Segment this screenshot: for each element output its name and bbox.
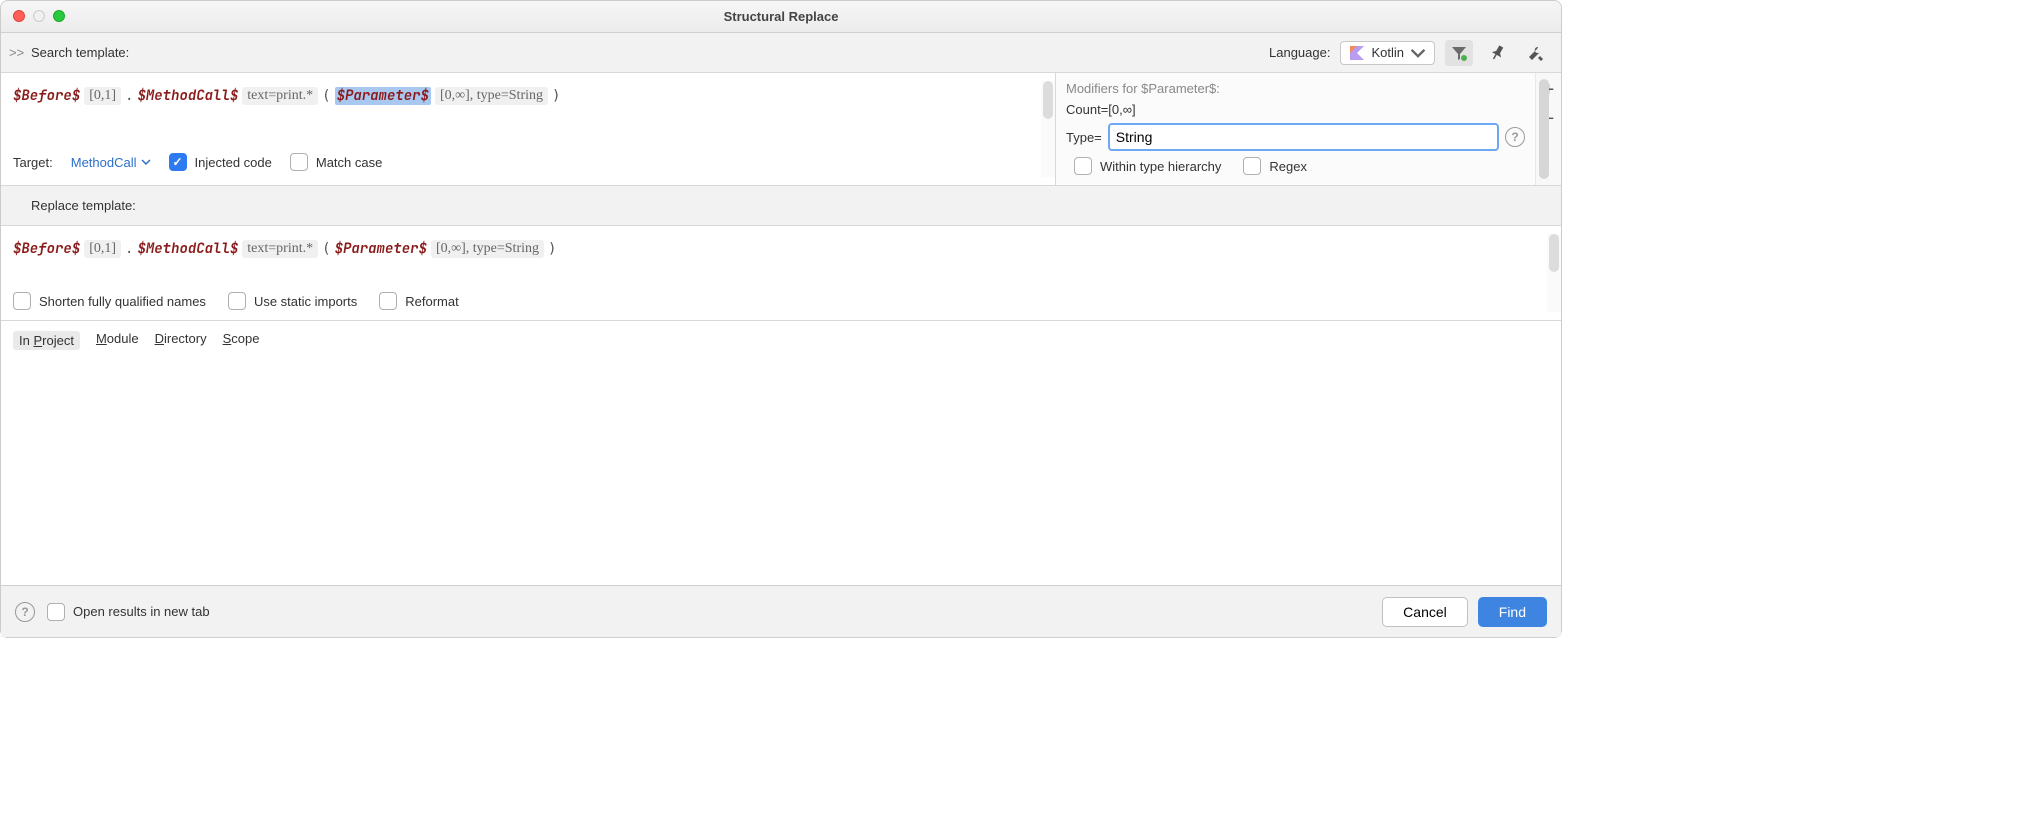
find-button[interactable]: Find — [1478, 597, 1547, 627]
static-imports-checkbox[interactable]: Use static imports — [228, 292, 357, 310]
scope-module[interactable]: Module — [96, 331, 139, 350]
checkbox-icon — [13, 292, 31, 310]
modifiers-title: Modifiers for $Parameter$: — [1066, 81, 1525, 96]
filter-icon — [1450, 44, 1468, 62]
search-template-header: >> Search template: Language: Kotlin — [1, 33, 1561, 73]
modifier-options: Within type hierarchy Regex — [1066, 157, 1525, 175]
scope-bar: In Project Module Directory Scope — [1, 321, 1561, 360]
badge-methodcall: text=print.* — [242, 240, 318, 258]
language-dropdown[interactable]: Kotlin — [1340, 41, 1435, 65]
settings-button[interactable] — [1521, 40, 1549, 66]
filter-button[interactable] — [1445, 40, 1473, 66]
replace-code-line: $Before$ [0,1] . $MethodCall$ text=print… — [13, 236, 1549, 262]
footer-buttons: Cancel Find — [1382, 597, 1547, 627]
modifiers-panel: Modifiers for $Parameter$: Count=[0,∞] T… — [1055, 73, 1535, 185]
open-results-checkbox[interactable]: Open results in new tab — [47, 603, 210, 621]
kotlin-icon — [1349, 45, 1365, 61]
cancel-button[interactable]: Cancel — [1382, 597, 1468, 627]
dialog-footer: ? Open results in new tab Cancel Find — [1, 585, 1561, 637]
modifiers-count: Count=[0,∞] — [1066, 102, 1525, 117]
token-rparen: ) — [548, 241, 556, 257]
scope-in-project[interactable]: In Project — [13, 331, 80, 350]
type-label: Type= — [1066, 130, 1102, 145]
wrench-icon — [1526, 44, 1544, 62]
token-before[interactable]: $Before$ — [13, 240, 80, 258]
static-imports-label: Use static imports — [254, 294, 357, 309]
zoom-window-button[interactable] — [53, 10, 65, 22]
within-hierarchy-label: Within type hierarchy — [1100, 159, 1221, 174]
shorten-names-label: Shorten fully qualified names — [39, 294, 206, 309]
regex-checkbox[interactable]: Regex — [1243, 157, 1307, 175]
search-code-line: $Before$ [0,1] . $MethodCall$ text=print… — [13, 83, 1043, 109]
titlebar: Structural Replace — [1, 1, 1561, 33]
search-template-editor[interactable]: $Before$ [0,1] . $MethodCall$ text=print… — [1, 73, 1055, 185]
help-button[interactable]: ? — [15, 602, 35, 622]
checkbox-icon — [290, 153, 308, 171]
regex-label: Regex — [1269, 159, 1307, 174]
token-methodcall[interactable]: $MethodCall$ — [137, 87, 238, 105]
checkbox-icon — [1074, 157, 1092, 175]
injected-code-label: Injected code — [195, 155, 272, 170]
language-label: Language: — [1269, 45, 1330, 60]
search-template-label: Search template: — [31, 45, 129, 60]
chevron-down-icon — [141, 157, 151, 167]
pin-button[interactable] — [1483, 40, 1511, 66]
open-results-label: Open results in new tab — [73, 604, 210, 619]
injected-code-checkbox[interactable]: Injected code — [169, 153, 272, 171]
token-parameter[interactable]: $Parameter$ — [335, 240, 427, 258]
close-window-button[interactable] — [13, 10, 25, 22]
token-dot: . — [125, 241, 133, 257]
help-icon[interactable]: ? — [1505, 127, 1525, 147]
target-dropdown[interactable]: MethodCall — [71, 155, 151, 170]
token-parameter[interactable]: $Parameter$ — [335, 87, 431, 105]
token-rparen: ) — [552, 88, 560, 104]
shorten-names-checkbox[interactable]: Shorten fully qualified names — [13, 292, 206, 310]
window-title: Structural Replace — [724, 9, 839, 24]
token-lparen: ( — [322, 88, 330, 104]
chevron-down-icon — [1410, 45, 1426, 61]
pin-icon — [1489, 45, 1505, 61]
badge-parameter: [0,∞], type=String — [431, 240, 544, 258]
language-value: Kotlin — [1371, 45, 1404, 60]
checkbox-icon — [1243, 157, 1261, 175]
modifiers-scrollbar[interactable] — [1539, 79, 1549, 179]
replace-scrollbar[interactable] — [1547, 234, 1561, 312]
token-before[interactable]: $Before$ — [13, 87, 80, 105]
badge-methodcall: text=print.* — [242, 87, 318, 105]
traffic-lights — [13, 10, 65, 22]
target-label: Target: — [13, 155, 53, 170]
search-row: $Before$ [0,1] . $MethodCall$ text=print… — [1, 73, 1561, 186]
minimize-window-button[interactable] — [33, 10, 45, 22]
reformat-checkbox[interactable]: Reformat — [379, 292, 458, 310]
badge-before: [0,1] — [84, 87, 121, 105]
target-value: MethodCall — [71, 155, 137, 170]
token-dot: . — [125, 88, 133, 104]
replace-options: Shorten fully qualified names Use static… — [13, 272, 1549, 310]
token-methodcall[interactable]: $MethodCall$ — [137, 240, 238, 258]
replace-template-label: Replace template: — [31, 198, 136, 213]
replace-template-editor[interactable]: $Before$ [0,1] . $MethodCall$ text=print… — [1, 226, 1561, 321]
checkbox-icon — [47, 603, 65, 621]
scope-scope[interactable]: Scope — [223, 331, 260, 350]
badge-before: [0,1] — [84, 240, 121, 258]
scope-directory[interactable]: Directory — [155, 331, 207, 350]
reformat-label: Reformat — [405, 294, 458, 309]
type-input[interactable] — [1108, 123, 1499, 151]
type-row: Type= ? — [1066, 123, 1525, 151]
header-tools: Language: Kotlin — [1269, 40, 1549, 66]
checkbox-icon — [228, 292, 246, 310]
dialog-body: >> Search template: Language: Kotlin $Be… — [1, 33, 1561, 585]
match-case-checkbox[interactable]: Match case — [290, 153, 382, 171]
match-case-label: Match case — [316, 155, 382, 170]
editor-scrollbar[interactable] — [1041, 81, 1055, 177]
expand-icon[interactable]: >> — [9, 45, 24, 60]
checkbox-icon — [169, 153, 187, 171]
within-hierarchy-checkbox[interactable]: Within type hierarchy — [1074, 157, 1221, 175]
target-row: Target: MethodCall Injected code Match c… — [13, 141, 1043, 175]
token-lparen: ( — [322, 241, 330, 257]
checkbox-icon — [379, 292, 397, 310]
replace-template-header: Replace template: — [1, 186, 1561, 226]
badge-parameter: [0,∞], type=String — [435, 87, 548, 105]
